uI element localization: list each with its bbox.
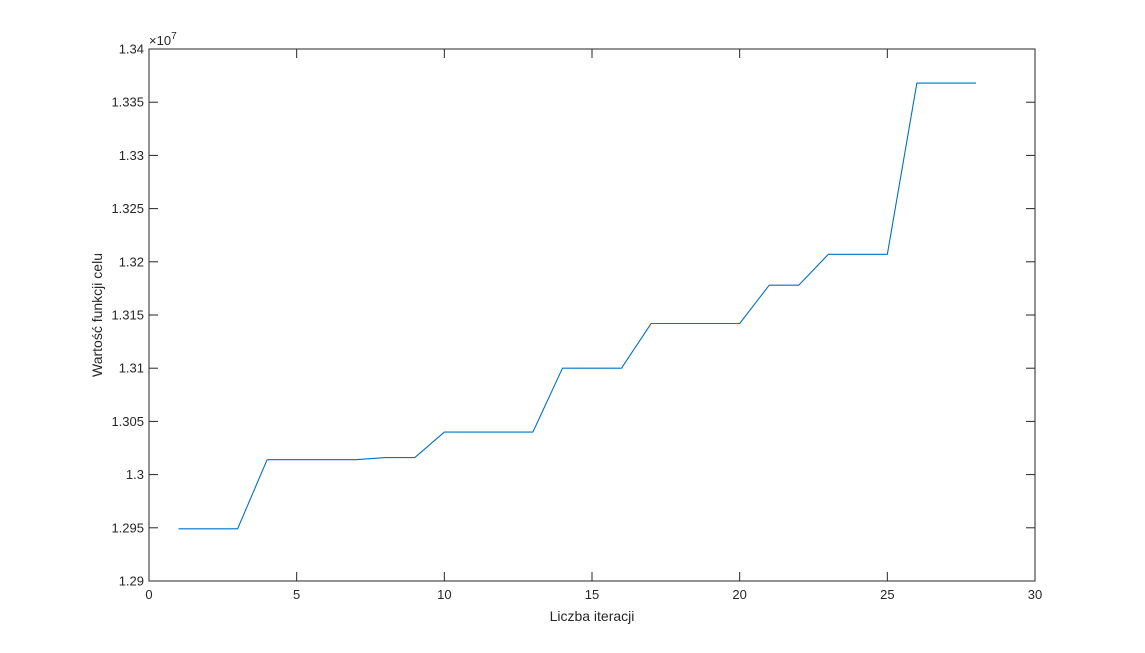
axes-box xyxy=(148,48,1036,582)
x-tick-label: 15 xyxy=(585,587,599,602)
y-tick-label: 1.3 xyxy=(126,467,144,482)
x-tick-label: 10 xyxy=(437,587,451,602)
x-tick-labels: 0 5 10 15 20 25 30 xyxy=(145,587,1042,602)
y-exponent-power: 7 xyxy=(171,31,177,42)
series-line xyxy=(178,82,976,530)
y-tick-label: 1.31 xyxy=(119,361,144,376)
x-tick-label: 25 xyxy=(880,587,894,602)
y-tick-labels: 1.29 1.295 1.3 1.305 1.31 1.315 1.32 1.325 1.33 1… xyxy=(111,42,144,589)
x-tick-label: 0 xyxy=(145,587,152,602)
y-tick-label: 1.34 xyxy=(119,42,144,57)
x-tick-label: 5 xyxy=(293,587,300,602)
y-tick-label: 1.325 xyxy=(111,201,144,216)
series-group xyxy=(178,82,976,530)
x-tick-label: 20 xyxy=(732,587,746,602)
y-tick-label: 1.295 xyxy=(111,520,144,535)
y-tick-label: 1.315 xyxy=(111,308,144,323)
y-exponent-base: ×10 xyxy=(149,33,171,48)
y-tick-label: 1.32 xyxy=(119,254,144,269)
x-axis-label: Liczba iteracji xyxy=(550,608,635,624)
y-tick-label: 1.335 xyxy=(111,95,144,110)
y-axis-label: Wartość funkcji celu xyxy=(89,253,105,377)
x-tick-label: 30 xyxy=(1028,587,1042,602)
plot-area xyxy=(149,49,1035,581)
y-tick-label: 1.305 xyxy=(111,414,144,429)
y-tick-label: 1.29 xyxy=(119,574,144,589)
y-tick-label: 1.33 xyxy=(119,148,144,163)
y-exponent-label: ×107 xyxy=(149,31,177,48)
